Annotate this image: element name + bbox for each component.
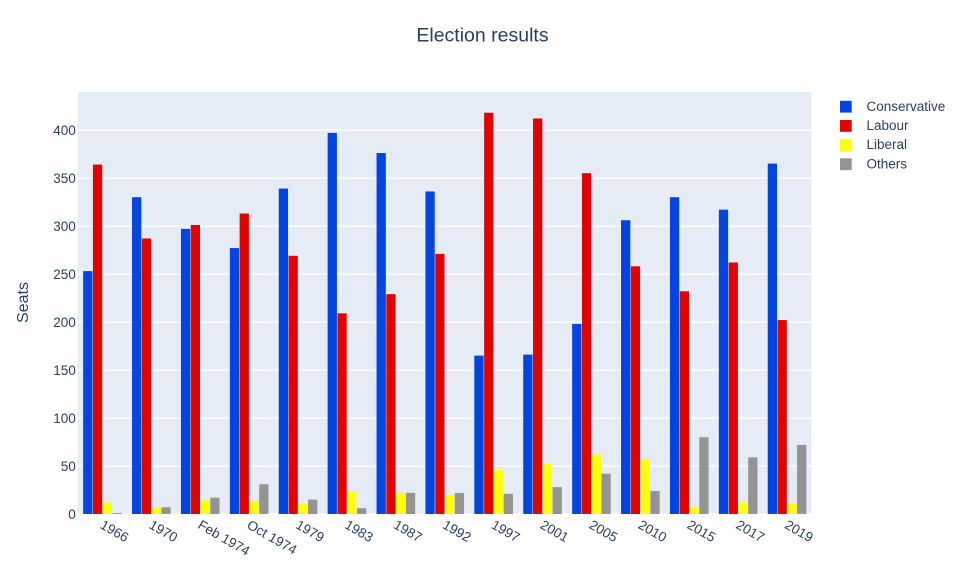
svg-text:Labour: Labour [867, 118, 910, 133]
svg-text:Seats: Seats [15, 282, 32, 323]
svg-text:Others: Others [867, 156, 908, 171]
svg-text:300: 300 [53, 219, 76, 234]
svg-text:1992: 1992 [440, 517, 474, 545]
svg-text:2001: 2001 [538, 517, 572, 545]
svg-text:50: 50 [61, 459, 76, 474]
svg-text:1970: 1970 [147, 517, 181, 545]
svg-text:2017: 2017 [734, 517, 768, 545]
svg-text:1966: 1966 [98, 517, 132, 545]
svg-text:Election results: Election results [416, 25, 548, 47]
svg-text:150: 150 [53, 363, 76, 378]
svg-text:Liberal: Liberal [867, 137, 908, 152]
svg-text:2010: 2010 [636, 517, 670, 545]
svg-text:1997: 1997 [489, 517, 523, 545]
svg-text:Conservative: Conservative [867, 99, 946, 114]
svg-text:1987: 1987 [391, 517, 425, 545]
svg-text:100: 100 [53, 411, 76, 426]
svg-text:1979: 1979 [293, 517, 327, 545]
svg-text:250: 250 [53, 267, 76, 282]
svg-text:0: 0 [68, 507, 76, 522]
svg-text:2019: 2019 [782, 517, 816, 545]
svg-text:200: 200 [53, 315, 76, 330]
svg-text:Oct 1974: Oct 1974 [245, 517, 300, 558]
svg-text:400: 400 [53, 123, 76, 138]
svg-text:2005: 2005 [587, 517, 621, 545]
svg-text:Feb 1974: Feb 1974 [196, 517, 253, 559]
svg-text:1983: 1983 [342, 517, 376, 545]
svg-text:2015: 2015 [685, 517, 719, 545]
svg-text:350: 350 [53, 171, 76, 186]
